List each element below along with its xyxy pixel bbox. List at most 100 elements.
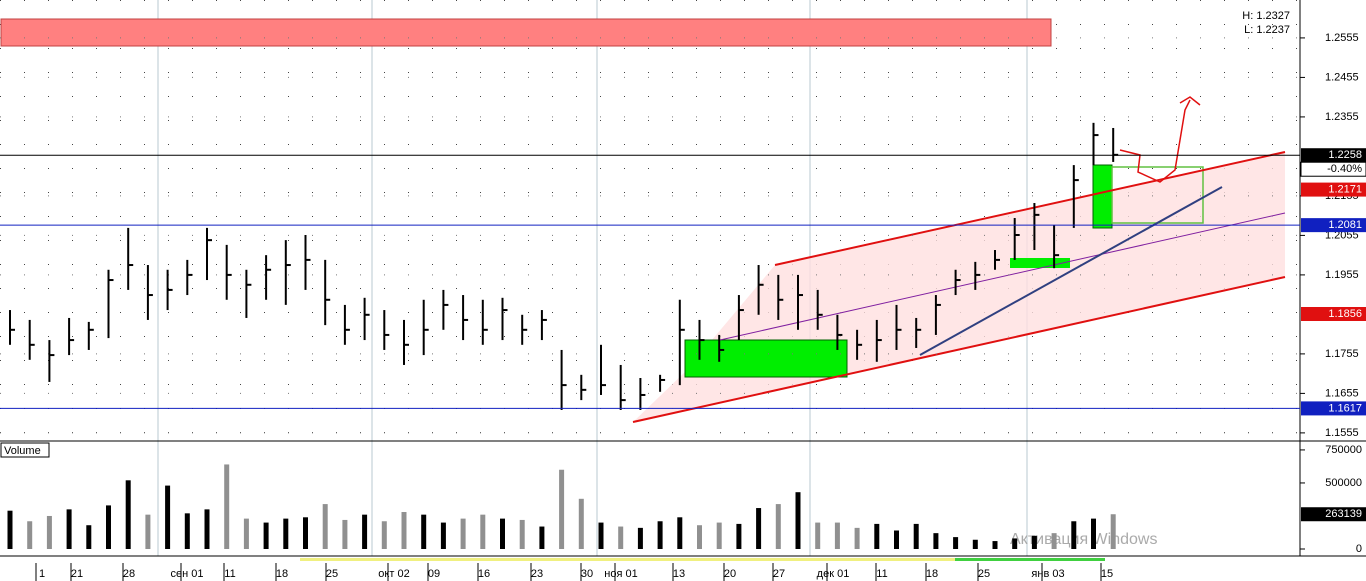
- volume-title: Volume: [4, 445, 41, 457]
- volume-bar: [125, 480, 131, 549]
- x-tick-label: 25: [326, 568, 338, 580]
- x-tick-label: янв 03: [1031, 568, 1064, 580]
- volume-bar: [697, 525, 702, 549]
- volume-bar: [106, 505, 111, 549]
- volume-bar: [283, 518, 289, 549]
- volume-bar: [539, 526, 545, 549]
- volume-bar: [1071, 521, 1077, 549]
- volume-bar: [500, 518, 505, 549]
- volume-bar: [243, 518, 249, 549]
- x-tick-label: сен 01: [171, 568, 204, 580]
- x-tick-label: ноя 01: [604, 568, 637, 580]
- volume-bar: [519, 519, 525, 549]
- x-tick-label: 11: [224, 568, 235, 580]
- volume-bar: [440, 522, 446, 549]
- volume-bar: [224, 464, 230, 549]
- volume-bar: [381, 521, 387, 549]
- volume-bar: [401, 512, 407, 549]
- volume-bar: [263, 522, 269, 549]
- level-label-box: [1301, 401, 1366, 416]
- volume-bar: [736, 523, 742, 549]
- x-tick-label: 28: [123, 568, 135, 580]
- volume-bar: [204, 509, 210, 549]
- volume-title-box: [0, 442, 50, 458]
- resistance-zone: [0, 18, 1052, 47]
- y-tick-label: 1.2455: [1325, 71, 1359, 83]
- volume-bar: [322, 504, 328, 549]
- volume-bar: [874, 523, 880, 549]
- y-tick-label: 1.1655: [1325, 387, 1359, 399]
- volume-bar: [578, 498, 584, 549]
- x-tick-label: 25: [978, 568, 990, 580]
- y-tick-label: 1.2055: [1325, 229, 1359, 241]
- level-label: 1.2258: [1328, 149, 1362, 161]
- level-label: 1.2171: [1328, 183, 1362, 195]
- x-tick-label: 30: [581, 568, 593, 580]
- channel-top: [774, 151, 1286, 266]
- y-tick-label: 1.2355: [1325, 111, 1359, 123]
- volume-bar: [637, 527, 643, 549]
- level-label: 1.2081: [1328, 219, 1362, 231]
- volume-bar: [46, 515, 52, 549]
- zone-box: [1010, 258, 1070, 268]
- x-tick-label: 15: [1101, 568, 1113, 580]
- volume-bar: [972, 539, 978, 549]
- volume-bar: [145, 514, 151, 549]
- volume-bar: [1110, 514, 1116, 549]
- volume-bar: [933, 533, 939, 549]
- level-label: 1.1617: [1328, 402, 1362, 414]
- volume-tick-label: 0: [1356, 543, 1362, 555]
- volume-bar: [303, 517, 308, 549]
- y-tick-label: 1.1555: [1325, 427, 1359, 439]
- volume-bar: [992, 541, 998, 549]
- level-label-box: [1301, 307, 1366, 322]
- volume-bar: [815, 522, 821, 549]
- x-tick-label: дек 01: [817, 568, 850, 580]
- volume-bar: [756, 508, 762, 549]
- volume-tick-label: 750000: [1325, 444, 1362, 456]
- x-tick-label: 18: [926, 568, 938, 580]
- volume-bar: [86, 525, 92, 549]
- volume-bar: [342, 519, 348, 549]
- x-tick-label: 11: [876, 568, 887, 580]
- trend-line: [919, 186, 1223, 356]
- x-tick-label: 27: [773, 568, 785, 580]
- zone-box: [684, 339, 848, 378]
- volume-bar: [66, 509, 72, 549]
- volume-bar: [165, 485, 171, 549]
- x-tick-label: 13: [673, 568, 685, 580]
- watermark: Активация Windows: [1010, 531, 1157, 548]
- change-label: -0.40%: [1327, 163, 1362, 175]
- volume-bar: [421, 514, 427, 549]
- volume-bar: [480, 514, 486, 549]
- x-tick-label: 20: [724, 568, 736, 580]
- channel-mid: [719, 212, 1286, 341]
- x-tick-label: окт 02: [378, 568, 409, 580]
- volume-label-box: [1301, 507, 1366, 522]
- low-label: L: 1.2237: [1244, 24, 1290, 36]
- x-tick-label: 18: [276, 568, 288, 580]
- level-label-box: [1301, 148, 1366, 163]
- volume-tick-label: 500000: [1325, 477, 1362, 489]
- volume-label: 263139: [1325, 508, 1362, 520]
- y-tick-label: 1.1955: [1325, 269, 1359, 281]
- volume-bar: [598, 522, 604, 549]
- x-tick-label: 09: [428, 568, 440, 580]
- volume-bar: [795, 492, 801, 549]
- volume-bar: [1051, 533, 1057, 549]
- level-label: 1.1856: [1328, 308, 1362, 320]
- volume-bar: [657, 521, 663, 549]
- session-strip: [955, 558, 1105, 561]
- x-tick-label: 21: [71, 568, 83, 580]
- volume-bar: [1012, 538, 1018, 549]
- volume-bar: [834, 522, 840, 549]
- volume-bar: [913, 523, 919, 549]
- change-box: [1300, 161, 1366, 177]
- zone-box: [1092, 164, 1113, 229]
- volume-bar: [460, 518, 466, 549]
- x-tick-label: 1: [39, 568, 45, 580]
- volume-bar: [7, 510, 13, 549]
- level-label-box: [1301, 218, 1366, 233]
